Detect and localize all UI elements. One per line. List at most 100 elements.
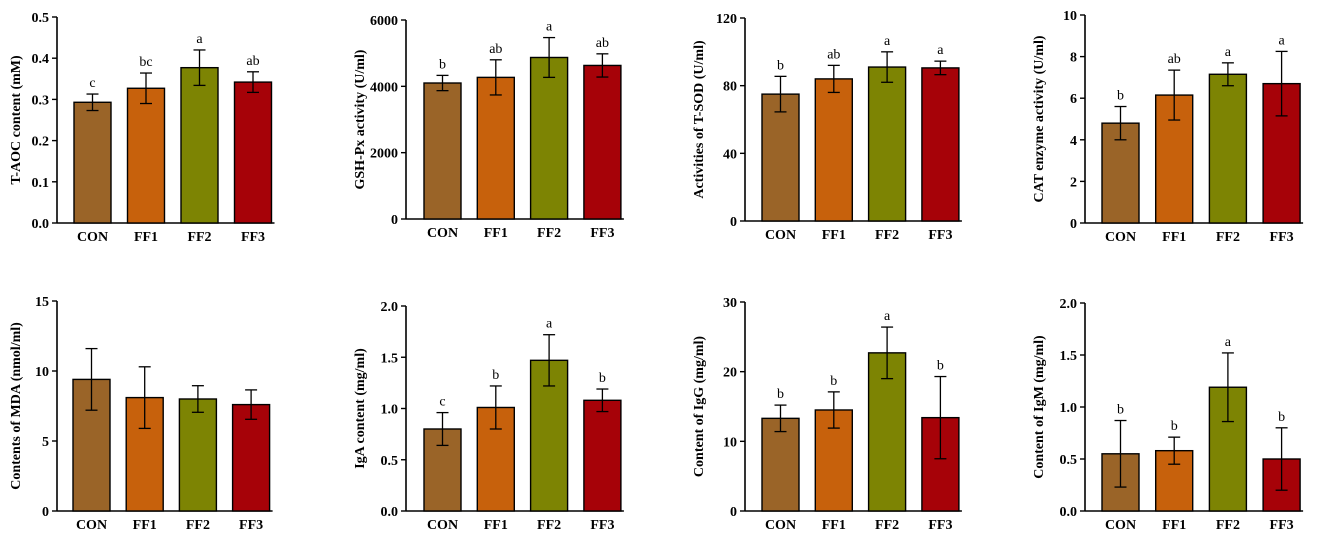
y-tick-label: 2.0: [381, 300, 399, 315]
y-tick-label: 0: [730, 505, 737, 520]
y-tick-label: 0.5: [1060, 453, 1078, 468]
x-category-label: FF1: [484, 518, 508, 533]
bar-ff2: [1208, 73, 1248, 224]
bar-con: [423, 82, 462, 220]
bar-con: [73, 101, 112, 224]
significance-label: a: [1225, 335, 1232, 350]
chart-panel-5: 0 5 10 15 Contents of MDA (nmol/ml) CON FF1 FF2…: [9, 295, 273, 533]
bar-ff1: [126, 87, 166, 224]
bar-ff1: [814, 409, 853, 512]
x-category-label: FF3: [241, 230, 265, 245]
x-category-label: FF3: [239, 518, 263, 533]
bar-ff3: [583, 64, 622, 220]
x-category-label: FF2: [537, 518, 561, 533]
significance-label: c: [439, 395, 445, 410]
y-tick-label: 120: [716, 12, 737, 27]
bar-ff2: [867, 66, 907, 222]
y-tick-label: 6000: [370, 14, 398, 29]
bar-ff1: [476, 76, 515, 220]
x-category-label: FF1: [822, 518, 846, 533]
significance-label: ab: [596, 36, 609, 51]
y-axis-label: GSH-Px activity (U/ml): [353, 49, 368, 189]
significance-label: b: [1117, 403, 1124, 418]
y-tick-label: 0.0: [381, 505, 399, 520]
x-category-label: FF2: [186, 518, 210, 533]
x-category-label: FF3: [590, 226, 614, 241]
x-category-label: FF1: [484, 226, 508, 241]
significance-label: a: [937, 43, 944, 58]
x-category-label: CON: [765, 518, 796, 533]
significance-label: ab: [489, 42, 502, 57]
y-tick-label: 1.0: [381, 403, 399, 418]
chart-panel-4: 0 2 4 6 8 10 CAT enzyme activity (U/ml) b CON ab F…: [1032, 9, 1304, 245]
y-axis-label: Contents of MDA (nmol/ml): [9, 322, 24, 490]
bar-ff2: [180, 66, 219, 224]
y-tick-label: 10: [1063, 9, 1077, 24]
y-axis-label: T-AOC content (mM): [9, 55, 24, 185]
x-category-label: FF3: [1270, 230, 1294, 245]
bar-ff2: [178, 398, 218, 512]
bar-ff3: [921, 67, 960, 222]
x-category-label: FF3: [1270, 518, 1294, 533]
x-category-label: FF1: [822, 228, 846, 243]
bar-ff3: [233, 81, 273, 224]
x-category-label: FF2: [537, 226, 561, 241]
y-tick-label: 2: [1070, 175, 1077, 190]
x-category-label: CON: [77, 230, 108, 245]
bar-con: [761, 93, 800, 222]
y-tick-label: 10: [35, 365, 49, 380]
chart-panel-8: 0.0 0.5 1.0 1.5 2.0 Content of IgM (mg/ml) b CO…: [1032, 297, 1304, 533]
y-tick-label: 0.0: [1060, 505, 1078, 520]
y-axis-label: Activities of T-SOD (U/ml): [692, 40, 707, 199]
x-category-label: FF1: [134, 230, 158, 245]
x-category-label: FF2: [875, 228, 899, 243]
chart-panel-6: 0.0 0.5 1.0 1.5 2.0 IgA content (mg/ml) c CON b F…: [353, 300, 624, 533]
x-category-label: CON: [427, 226, 458, 241]
y-tick-label: 0.3: [32, 93, 50, 108]
x-category-label: CON: [765, 228, 796, 243]
y-tick-label: 30: [723, 296, 737, 311]
y-tick-label: 8: [1070, 51, 1077, 66]
y-tick-label: 0: [730, 215, 737, 230]
y-tick-label: 80: [723, 80, 737, 95]
bar-con: [761, 417, 800, 512]
significance-label: ab: [827, 47, 840, 62]
significance-label: b: [830, 374, 837, 389]
x-category-label: FF2: [1216, 518, 1240, 533]
significance-label: a: [1225, 45, 1232, 60]
significance-label: a: [884, 309, 891, 324]
significance-label: ab: [246, 54, 259, 69]
y-tick-label: 0.0: [32, 217, 50, 232]
chart-panel-1: 0.0 0.1 0.2 0.3 0.4 0.5 T-AOC content (mM) c CON…: [9, 11, 275, 245]
y-axis-label: CAT enzyme activity (U/ml): [1032, 35, 1047, 202]
x-category-label: CON: [1105, 230, 1136, 245]
chart-panel-3: 0 40 80 120 Activities of T-SOD (U/ml) b CON ab…: [692, 12, 962, 243]
x-category-label: FF1: [1162, 230, 1186, 245]
significance-label: b: [1117, 89, 1124, 104]
x-category-label: FF3: [928, 228, 952, 243]
y-tick-label: 0.5: [381, 454, 399, 469]
y-tick-label: 0.2: [32, 135, 50, 150]
chart-panel-7: 0 10 20 30 Content of IgG (mg/ml) b CON b FF1 a FF…: [692, 296, 962, 533]
significance-label: a: [546, 20, 553, 35]
y-tick-label: 15: [35, 295, 49, 310]
significance-label: b: [439, 57, 446, 72]
x-category-label: CON: [76, 518, 107, 533]
y-tick-label: 0.4: [32, 52, 50, 67]
y-tick-label: 0.1: [32, 176, 50, 191]
significance-label: b: [1171, 419, 1178, 434]
significance-label: bc: [139, 55, 152, 70]
x-category-label: FF2: [1216, 230, 1240, 245]
y-tick-label: 6: [1070, 92, 1077, 107]
significance-label: a: [884, 34, 891, 49]
x-category-label: FF2: [875, 518, 899, 533]
y-tick-label: 2000: [370, 147, 398, 162]
x-category-label: FF3: [590, 518, 614, 533]
y-tick-label: 1.5: [1060, 349, 1078, 364]
x-category-label: FF2: [187, 230, 211, 245]
y-axis-label: Content of IgM (mg/ml): [1032, 335, 1047, 479]
x-category-label: FF1: [133, 518, 157, 533]
significance-label: b: [599, 371, 606, 386]
significance-label: c: [89, 76, 95, 91]
